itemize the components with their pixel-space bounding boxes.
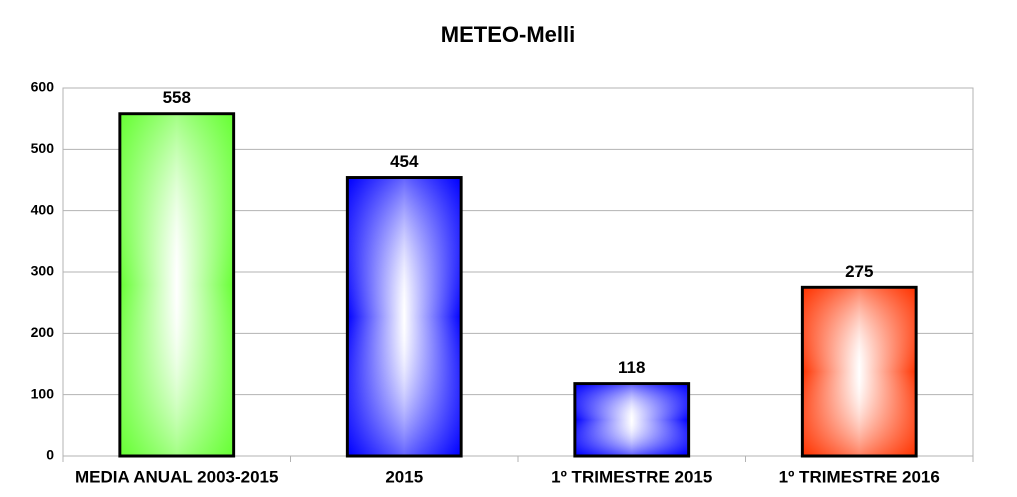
y-tick-label: 400: [31, 201, 55, 217]
value-label: 558: [163, 88, 191, 107]
y-tick-label: 300: [31, 263, 55, 279]
bar-shade: [121, 115, 233, 455]
chart-title: METEO-Melli: [441, 22, 575, 47]
y-tick-label: 200: [31, 324, 55, 340]
y-tick-label: 500: [31, 140, 55, 156]
value-label: 275: [845, 262, 873, 281]
y-tick-label: 600: [31, 79, 55, 95]
y-tick-label: 0: [46, 447, 54, 463]
bar-shade: [348, 179, 460, 455]
x-tick-label: 1º TRIMESTRE 2016: [779, 467, 940, 486]
y-tick-label: 100: [31, 385, 55, 401]
value-label: 118: [618, 358, 645, 377]
bar-shade: [576, 385, 688, 455]
value-label: 454: [390, 152, 419, 171]
x-tick-label: 2015: [385, 467, 423, 486]
x-tick-label: MEDIA ANUAL 2003-2015: [75, 467, 278, 486]
bar-shade: [803, 288, 915, 455]
x-tick-label: 1º TRIMESTRE 2015: [551, 467, 712, 486]
